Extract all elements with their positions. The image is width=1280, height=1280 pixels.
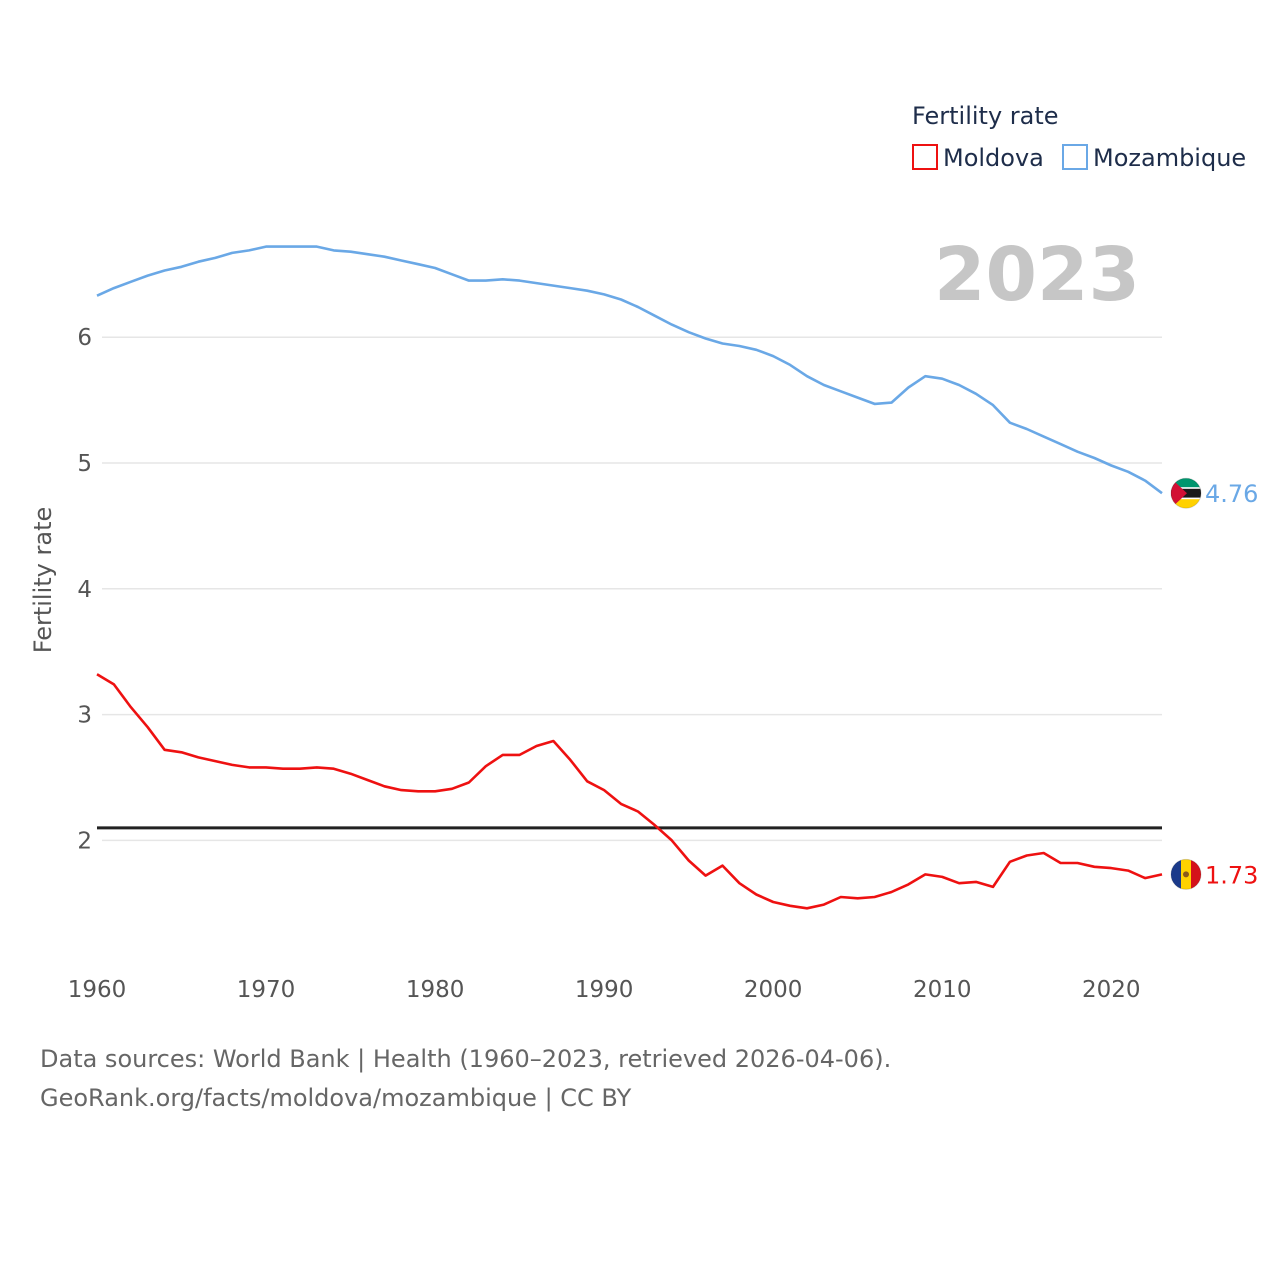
x-tick-label-1990: 1990	[575, 977, 634, 1003]
y-tick-label-4: 4	[77, 577, 92, 603]
x-tick-label-1980: 1980	[406, 977, 465, 1003]
legend: Fertility rate Moldova Mozambique	[912, 102, 1246, 172]
moldova-flag-icon	[1170, 858, 1202, 890]
grid-lines	[102, 336, 1162, 842]
legend-item-moldova: Moldova	[912, 144, 1044, 172]
legend-swatch-mozambique	[1062, 144, 1088, 170]
legend-label-moldova: Moldova	[943, 144, 1044, 172]
y-tick-label-3: 3	[77, 703, 92, 729]
x-axis-ticks: 1960 1970 1980 1990 2000 2010 2020	[68, 977, 1141, 1003]
y-tick-label-6: 6	[77, 325, 92, 351]
mozambique-end-value-label: 4.76	[1205, 480, 1258, 508]
y-tick-label-5: 5	[77, 451, 92, 477]
series-end-markers: 1.73 4.76	[1170, 477, 1258, 890]
y-axis-ticks: 2 3 4 5 6	[77, 325, 92, 854]
legend-title: Fertility rate	[912, 102, 1059, 130]
current-year-watermark: 2023	[934, 232, 1140, 318]
legend-items: Moldova Mozambique	[912, 144, 1246, 172]
y-axis-title: Fertility rate	[29, 507, 57, 654]
mozambique-line	[96, 245, 1163, 495]
legend-item-mozambique: Mozambique	[1062, 144, 1246, 172]
x-tick-label-1970: 1970	[237, 977, 296, 1003]
x-tick-label-2010: 2010	[913, 977, 972, 1003]
moldova-line	[96, 673, 1163, 910]
mozambique-flag-icon	[1170, 477, 1202, 509]
legend-label-mozambique: Mozambique	[1093, 144, 1246, 172]
data-sources-note: Data sources: World Bank | Health (1960–…	[40, 1045, 892, 1073]
y-tick-label-2: 2	[77, 828, 92, 854]
source-link[interactable]: GeoRank.org/facts/moldova/mozambique | C…	[40, 1084, 632, 1112]
x-tick-label-1960: 1960	[68, 977, 127, 1003]
x-tick-label-2000: 2000	[744, 977, 803, 1003]
legend-swatch-moldova	[912, 144, 938, 170]
moldova-end-value-label: 1.73	[1205, 861, 1258, 889]
x-tick-label-2020: 2020	[1082, 977, 1141, 1003]
series-lines	[96, 245, 1163, 910]
